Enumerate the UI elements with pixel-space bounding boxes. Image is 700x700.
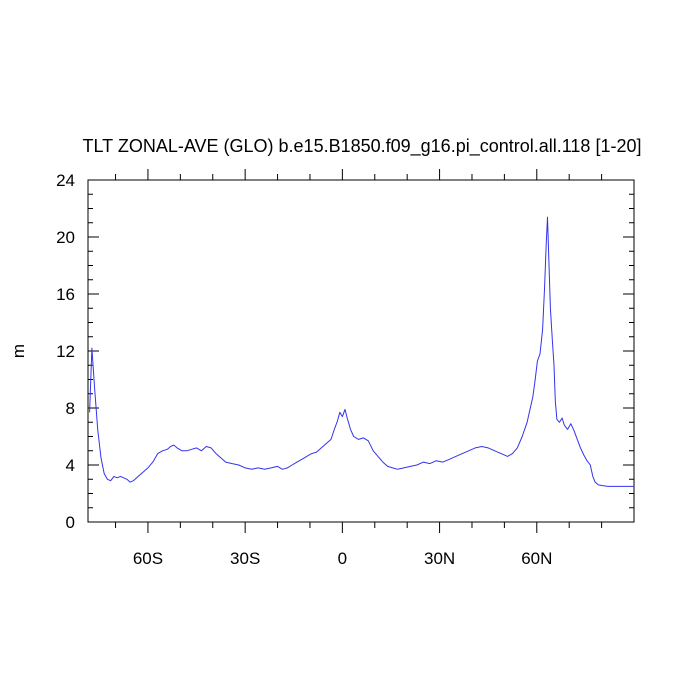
chart-title: TLT ZONAL-AVE (GLO) b.e15.B1850.f09_g16.… xyxy=(83,136,642,157)
series-group xyxy=(89,216,634,487)
axis-ticks xyxy=(88,169,634,533)
y-tick-label: 20 xyxy=(56,228,75,247)
y-tick-label: 24 xyxy=(56,171,75,190)
x-tick-label: 60S xyxy=(133,549,163,568)
x-tick-label: 0 xyxy=(338,549,347,568)
series-line xyxy=(89,216,634,487)
y-tick-label: 0 xyxy=(66,513,75,532)
y-tick-label: 12 xyxy=(56,342,75,361)
plot-frame xyxy=(87,179,635,523)
x-tick-label: 30N xyxy=(424,549,455,568)
tick-labels: 0 4 8 12 16 20 24 60S 30S 0 30N 60N xyxy=(56,171,552,568)
y-tick-label: 8 xyxy=(66,399,75,418)
y-tick-label: 16 xyxy=(56,285,75,304)
x-tick-label: 30S xyxy=(230,549,260,568)
y-tick-label: 4 xyxy=(66,456,75,475)
y-axis-label: m xyxy=(9,344,28,358)
x-tick-label: 60N xyxy=(521,549,552,568)
